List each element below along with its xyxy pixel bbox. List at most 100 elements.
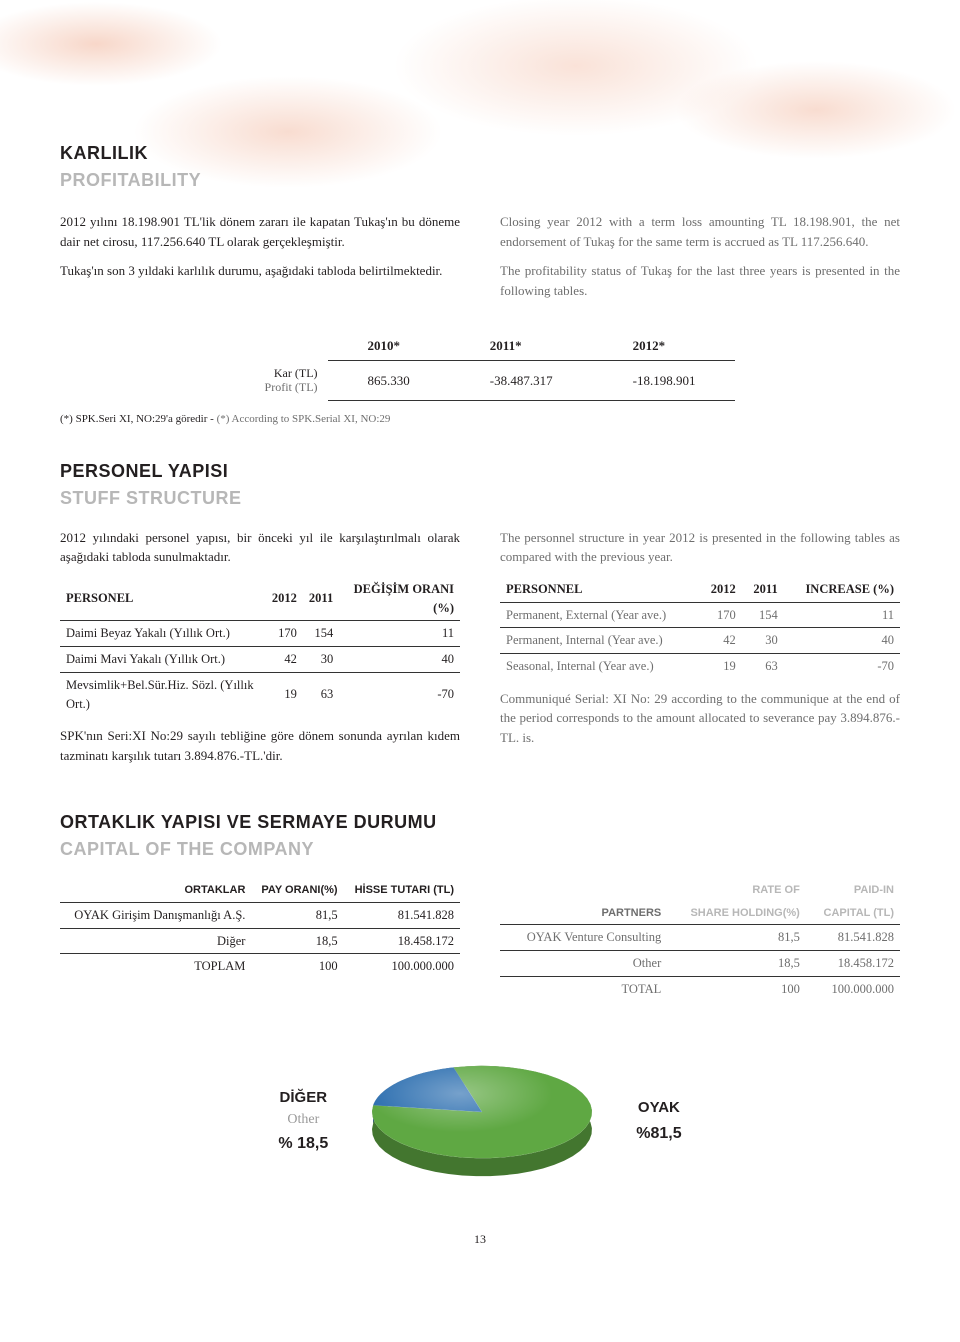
capital-table-en: RATE OF PAID-IN PARTNERS SHARE HOLDING(%… <box>500 879 900 1001</box>
row-label: Kar (TL) <box>274 366 318 380</box>
col-header: HİSSE TUTARI (TL) <box>344 879 460 902</box>
profitability-table: 2010* 2011* 2012* Kar (TL) Profit (TL) 8… <box>225 332 736 401</box>
pie-label-text: DİĞER <box>278 1087 328 1110</box>
cell: 63 <box>742 654 784 679</box>
cell: 154 <box>303 621 339 647</box>
footnote: (*) SPK.Seri XI, NO:29'a göredir - <box>60 413 217 425</box>
cell: -70 <box>784 654 900 679</box>
cell: 18.458.172 <box>806 951 900 977</box>
cell: 100.000.000 <box>344 954 460 979</box>
col-header: 2012 <box>266 577 303 621</box>
table-row: Daimi Beyaz Yakalı (Yıllık Ort.) 170 154… <box>60 621 460 647</box>
cell: 18,5 <box>251 928 343 954</box>
col-header: CAPITAL (TL) <box>806 902 900 925</box>
cell: 18,5 <box>667 951 806 977</box>
cell: 40 <box>784 628 900 654</box>
col-header: ORTAKLAR <box>60 879 251 902</box>
col-header: DEĞİŞİM ORANI (%) <box>339 577 460 621</box>
cell: 30 <box>742 628 784 654</box>
paragraph: The personnel structure in year 2012 is … <box>500 528 900 567</box>
personnel-table-tr: PERSONEL 2012 2011 DEĞİŞİM ORANI (%) Dai… <box>60 577 460 717</box>
col-header: SHARE HOLDING(%) <box>667 902 806 925</box>
col-header: INCREASE (%) <box>784 577 900 602</box>
paragraph: The profitability status of Tukaş for th… <box>500 261 900 300</box>
cell: 19 <box>699 654 742 679</box>
cell: -38.487.317 <box>450 360 593 401</box>
cell: 81.541.828 <box>344 902 460 928</box>
cell: TOTAL <box>500 976 667 1001</box>
cell: 81,5 <box>667 925 806 951</box>
section-title: ORTAKLIK YAPISI VE SERMAYE DURUMU <box>60 809 900 836</box>
table-row: Mevsimlik+Bel.Sür.Hiz. Sözl. (Yıllık Ort… <box>60 672 460 716</box>
section-title: PERSONEL YAPISI <box>60 458 900 485</box>
table-row: Diğer 18,5 18.458.172 <box>60 928 460 954</box>
cell: 11 <box>339 621 460 647</box>
col-header: PARTNERS <box>500 902 667 925</box>
cell: OYAK Venture Consulting <box>500 925 667 951</box>
col-header: 2011 <box>303 577 339 621</box>
cell: 100.000.000 <box>806 976 900 1001</box>
paragraph: 2012 yılını 18.198.901 TL'lik dönem zara… <box>60 212 460 251</box>
cell: 81.541.828 <box>806 925 900 951</box>
col-header: 2011* <box>450 332 593 360</box>
page-number: 13 <box>60 1230 900 1248</box>
col-header: 2011 <box>742 577 784 602</box>
table-row: TOTAL 100 100.000.000 <box>500 976 900 1001</box>
paragraph: SPK'nın Seri:XI No:29 sayılı tebliğine g… <box>60 726 460 765</box>
cell: 154 <box>742 602 784 628</box>
col-header: 2010* <box>328 332 450 360</box>
table-row: OYAK Venture Consulting 81,5 81.541.828 <box>500 925 900 951</box>
cell: -70 <box>339 672 460 716</box>
cell: 11 <box>784 602 900 628</box>
table-row: Permanent, Internal (Year ave.) 42 30 40 <box>500 628 900 654</box>
paragraph: Communiqué Serial: XI No: 29 according t… <box>500 689 900 748</box>
pie-label-text: Other <box>278 1109 328 1130</box>
personnel-table-en: PERSONNEL 2012 2011 INCREASE (%) Permane… <box>500 577 900 679</box>
col-header: PAY ORANI(%) <box>251 879 343 902</box>
pie-label-pct: % 18,5 <box>278 1132 328 1156</box>
table-row: TOPLAM 100 100.000.000 <box>60 954 460 979</box>
section-subtitle: STUFF STRUCTURE <box>60 485 900 512</box>
table-row: Other 18,5 18.458.172 <box>500 951 900 977</box>
cell: 42 <box>266 647 303 673</box>
cell: Seasonal, Internal (Year ave.) <box>500 654 699 679</box>
section-title: KARLILIK <box>60 140 900 167</box>
pie-label-other: DİĞER Other % 18,5 <box>278 1087 328 1157</box>
table-row: Seasonal, Internal (Year ave.) 19 63 -70 <box>500 654 900 679</box>
table-row: Permanent, External (Year ave.) 170 154 … <box>500 602 900 628</box>
cell: 100 <box>251 954 343 979</box>
section-subtitle: CAPITAL OF THE COMPANY <box>60 836 900 863</box>
table-row: Daimi Mavi Yakalı (Yıllık Ort.) 42 30 40 <box>60 647 460 673</box>
pie-label-text: OYAK <box>636 1097 681 1120</box>
col-header: 2012* <box>593 332 736 360</box>
cell: 100 <box>667 976 806 1001</box>
cell: 18.458.172 <box>344 928 460 954</box>
table-row: OYAK Girişim Danışmanlığı A.Ş. 81,5 81.5… <box>60 902 460 928</box>
footnote: (*) According to SPK.Serial XI, NO:29 <box>217 413 391 425</box>
cell: Diğer <box>60 928 251 954</box>
pie-label-pct: %81,5 <box>636 1122 681 1146</box>
cell: Daimi Beyaz Yakalı (Yıllık Ort.) <box>60 621 266 647</box>
section-subtitle: PROFITABILITY <box>60 167 900 194</box>
cell: Permanent, External (Year ave.) <box>500 602 699 628</box>
cell: 63 <box>303 672 339 716</box>
col-header: PERSONEL <box>60 577 266 621</box>
cell: 170 <box>266 621 303 647</box>
cell: 40 <box>339 647 460 673</box>
row-label: Profit (TL) <box>265 380 318 394</box>
cell: -18.198.901 <box>593 360 736 401</box>
cell: 865.330 <box>328 360 450 401</box>
paragraph: 2012 yılındaki personel yapısı, bir önce… <box>60 528 460 567</box>
cell: 170 <box>699 602 742 628</box>
cell: 81,5 <box>251 902 343 928</box>
col-header: RATE OF <box>667 879 806 902</box>
cell: Mevsimlik+Bel.Sür.Hiz. Sözl. (Yıllık Ort… <box>60 672 266 716</box>
col-header: PERSONNEL <box>500 577 699 602</box>
cell: 42 <box>699 628 742 654</box>
cell: Other <box>500 951 667 977</box>
col-header: 2012 <box>699 577 742 602</box>
capital-table-tr: ORTAKLAR PAY ORANI(%) HİSSE TUTARI (TL) … <box>60 879 460 979</box>
cell: Daimi Mavi Yakalı (Yıllık Ort.) <box>60 647 266 673</box>
pie-label-oyak: OYAK %81,5 <box>636 1097 681 1146</box>
capital-pie-chart <box>352 1042 612 1202</box>
